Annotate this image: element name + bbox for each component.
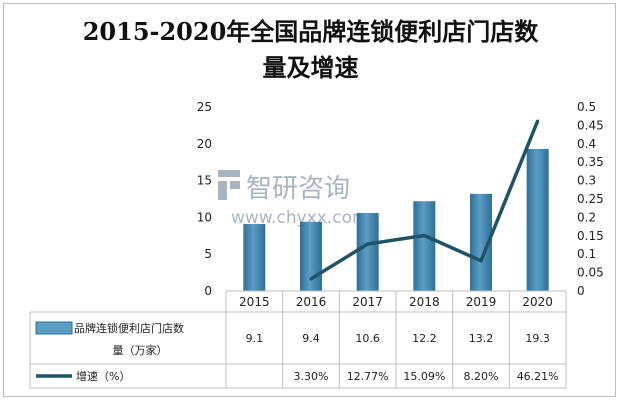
bar-value-label: 10.6: [355, 332, 380, 345]
bar-layer: [243, 148, 549, 291]
growth-value-label: 15.09%: [403, 370, 445, 383]
watermark-brand: 智研咨询: [246, 174, 350, 204]
chart-title-line-1: 2015-2020年全国品牌连锁便利店门店数: [82, 17, 539, 46]
bar-2020: [526, 148, 549, 291]
bar-value-label: 13.2: [469, 332, 494, 345]
x-tick-label: 2017: [352, 295, 383, 309]
growth-point: [422, 233, 426, 237]
watermark-logo-icon: [218, 170, 240, 200]
y-right-tick-label: 0.1: [577, 247, 596, 261]
growth-point: [309, 277, 313, 281]
growth-value-label: 8.20%: [464, 370, 499, 383]
y-right-tick-label: 0.25: [577, 192, 604, 206]
bar-value-label: 12.2: [412, 332, 437, 345]
bar-2017: [356, 212, 379, 291]
y-right-tick-label: 0.4: [577, 137, 596, 151]
chart-title: 2015-2020年全国品牌连锁便利店门店数 量及增速: [0, 14, 621, 86]
x-tick-label: 2019: [466, 295, 497, 309]
legend-label-line: 增速（%）: [76, 369, 130, 383]
bar-2016: [300, 221, 322, 291]
chart-frame: [3, 3, 616, 397]
y-right-tick-label: 0: [577, 284, 585, 298]
chart-title-line-2: 量及增速: [262, 53, 359, 82]
growth-point: [479, 259, 483, 263]
growth-value-label: 46.21%: [517, 370, 559, 383]
bar-2019: [470, 193, 492, 291]
y-right-tick-label: 0.35: [577, 155, 604, 169]
legend-label-bar-line2: 量（万家）: [113, 343, 168, 357]
y-right-tick-label: 0.3: [577, 174, 596, 188]
watermark-url: www.chyxx.com: [231, 208, 369, 228]
line-layer: [309, 119, 540, 281]
legend-label-bar: 品牌连锁便利店门店数: [74, 321, 184, 335]
y-right-tick-label: 0.5: [577, 100, 596, 114]
x-tick-label: 2015: [239, 295, 270, 309]
growth-point: [536, 119, 540, 123]
y-right-tick-label: 0.2: [577, 210, 596, 224]
bar-value-label: 19.3: [525, 332, 550, 345]
y-right-tick-label: 0.05: [577, 266, 604, 280]
y-left-tick-label: 10: [197, 210, 212, 224]
bar-2015: [243, 224, 266, 291]
y-left-tick-label: 25: [197, 100, 212, 114]
y-right-tick-label: 0.45: [577, 118, 604, 132]
bar-value-label: 9.4: [302, 332, 320, 345]
growth-value-label: 3.30%: [294, 370, 329, 383]
y-left-tick-label: 5: [204, 247, 212, 261]
bar-2018: [413, 201, 436, 291]
y-right-tick-label: 0.15: [577, 229, 604, 243]
y-left-tick-label: 0: [204, 284, 212, 298]
bar-value-label: 9.1: [246, 332, 264, 345]
growth-value-label: 12.77%: [347, 370, 389, 383]
legend-key-bar: [35, 321, 73, 335]
axes-layer: 0 5 10 15 20 25 0 0.05 0.1 0.15 0.2 0.25 0.3 0.35 0.4 0…: [197, 100, 604, 298]
x-tick-label: 2018: [409, 295, 440, 309]
x-tick-label: 2016: [296, 295, 327, 309]
y-left-tick-label: 20: [197, 137, 212, 151]
growth-point: [366, 242, 370, 246]
y-left-tick-label: 15: [197, 174, 212, 188]
x-tick-label: 2020: [522, 295, 553, 309]
watermark: 智研咨询 www.chyxx.com: [218, 170, 369, 228]
